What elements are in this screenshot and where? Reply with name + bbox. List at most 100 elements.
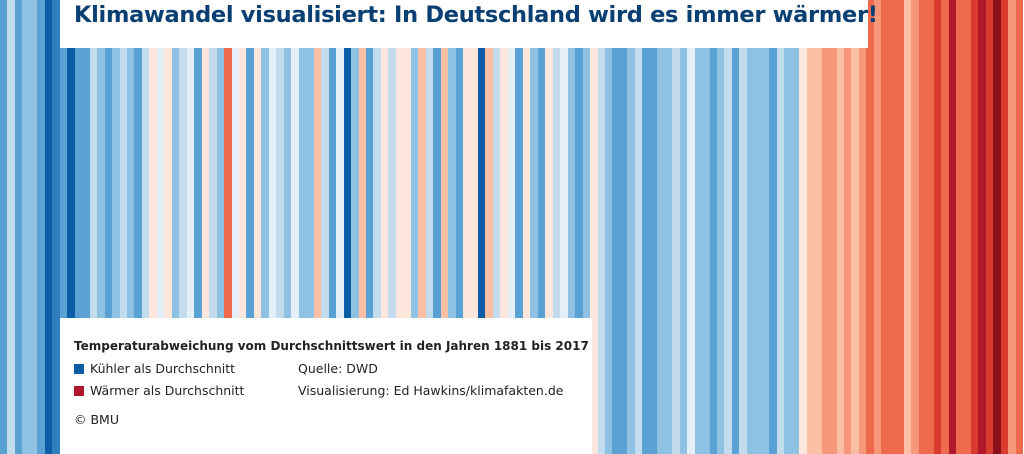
stripe-2017 <box>1015 0 1024 454</box>
stripe-2010 <box>963 0 971 454</box>
stripe-1897 <box>119 0 127 454</box>
stripe-1898 <box>126 0 135 454</box>
stripe-1968 <box>649 0 658 454</box>
stripe-1993 <box>836 0 844 454</box>
stripe-1998 <box>873 0 882 454</box>
stripe-1973 <box>687 0 695 454</box>
stripe-1928 <box>351 0 359 454</box>
stripe-1913 <box>239 0 247 454</box>
stripe-1931 <box>373 0 381 454</box>
stripe-1954 <box>545 0 553 454</box>
page-title: Klimawandel visualisiert: In Deutschland… <box>74 2 878 28</box>
stripe-1883 <box>14 0 23 454</box>
stripe-1969 <box>657 0 665 454</box>
stripe-1917 <box>268 0 277 454</box>
stripe-1918 <box>276 0 284 454</box>
stripe-2005 <box>926 0 934 454</box>
stripe-1906 <box>186 0 195 454</box>
title-panel <box>60 0 868 48</box>
stripe-1948 <box>500 0 508 454</box>
stripe-1984 <box>769 0 777 454</box>
stripe-1936 <box>410 0 419 454</box>
chart-subtitle: Temperaturabweichung vom Durchschnittswe… <box>74 339 589 353</box>
stripe-1899 <box>134 0 142 454</box>
stripe-1935 <box>403 0 411 454</box>
info-panel <box>60 318 592 454</box>
stripe-1884 <box>22 0 30 454</box>
stripe-2011 <box>970 0 979 454</box>
stripe-1945 <box>478 0 486 454</box>
stripe-1926 <box>336 0 344 454</box>
stripe-1886 <box>37 0 45 454</box>
stripe-1930 <box>365 0 374 454</box>
stripe-2004 <box>918 0 927 454</box>
stripe-2000 <box>888 0 897 454</box>
stripe-1965 <box>627 0 635 454</box>
stripe-1952 <box>530 0 538 454</box>
stripe-1896 <box>112 0 120 454</box>
stripe-1962 <box>604 0 613 454</box>
stripe-1902 <box>156 0 165 454</box>
stripe-1992 <box>829 0 837 454</box>
stripe-1978 <box>724 0 732 454</box>
stripe-1895 <box>104 0 113 454</box>
stripe-1923 <box>313 0 322 454</box>
stripe-1890 <box>67 0 75 454</box>
stripe-1988 <box>799 0 807 454</box>
legend-swatch-warmer <box>74 385 84 396</box>
stripe-1990 <box>814 0 822 454</box>
stripe-1943 <box>463 0 471 454</box>
stripe-1938 <box>425 0 434 454</box>
stripe-1959 <box>582 0 591 454</box>
stripe-1891 <box>74 0 83 454</box>
stripe-1981 <box>746 0 755 454</box>
stripe-1955 <box>552 0 561 454</box>
stripe-1885 <box>29 0 38 454</box>
stripe-1924 <box>321 0 329 454</box>
stripe-1950 <box>515 0 523 454</box>
stripe-2008 <box>948 0 956 454</box>
stripe-1997 <box>866 0 874 454</box>
stripe-1980 <box>739 0 747 454</box>
stripe-1957 <box>567 0 576 454</box>
stripe-1983 <box>761 0 770 454</box>
stripe-1894 <box>97 0 105 454</box>
stripe-1947 <box>492 0 501 454</box>
stripe-1982 <box>754 0 762 454</box>
stripe-1940 <box>440 0 449 454</box>
stripe-1949 <box>507 0 516 454</box>
stripe-1908 <box>201 0 210 454</box>
legend-swatch-cooler <box>74 363 84 374</box>
stripe-1951 <box>522 0 531 454</box>
stripe-1922 <box>306 0 314 454</box>
stripe-1942 <box>455 0 464 454</box>
stripe-1925 <box>328 0 337 454</box>
source-text: Quelle: DWD <box>298 361 378 376</box>
stripe-1901 <box>149 0 157 454</box>
stripe-1893 <box>89 0 98 454</box>
stripe-1946 <box>485 0 493 454</box>
stripe-1970 <box>664 0 673 454</box>
stripe-1927 <box>343 0 352 454</box>
stripe-1912 <box>231 0 239 454</box>
stripe-1916 <box>261 0 269 454</box>
stripe-1974 <box>694 0 703 454</box>
stripe-1979 <box>731 0 740 454</box>
stripe-1941 <box>448 0 456 454</box>
stripe-1920 <box>291 0 299 454</box>
stripe-1989 <box>806 0 815 454</box>
stripe-2012 <box>978 0 986 454</box>
stripe-2015 <box>1000 0 1009 454</box>
stripe-1961 <box>597 0 605 454</box>
stripe-1972 <box>679 0 688 454</box>
stripe-1976 <box>709 0 717 454</box>
stripe-1882 <box>7 0 15 454</box>
stripe-1991 <box>821 0 830 454</box>
stripe-1889 <box>59 0 68 454</box>
stripe-1987 <box>791 0 800 454</box>
stripe-1919 <box>283 0 292 454</box>
stripe-1915 <box>253 0 262 454</box>
legend-item-warmer: Wärmer als Durchschnitt <box>74 383 244 398</box>
stripe-1956 <box>560 0 568 454</box>
